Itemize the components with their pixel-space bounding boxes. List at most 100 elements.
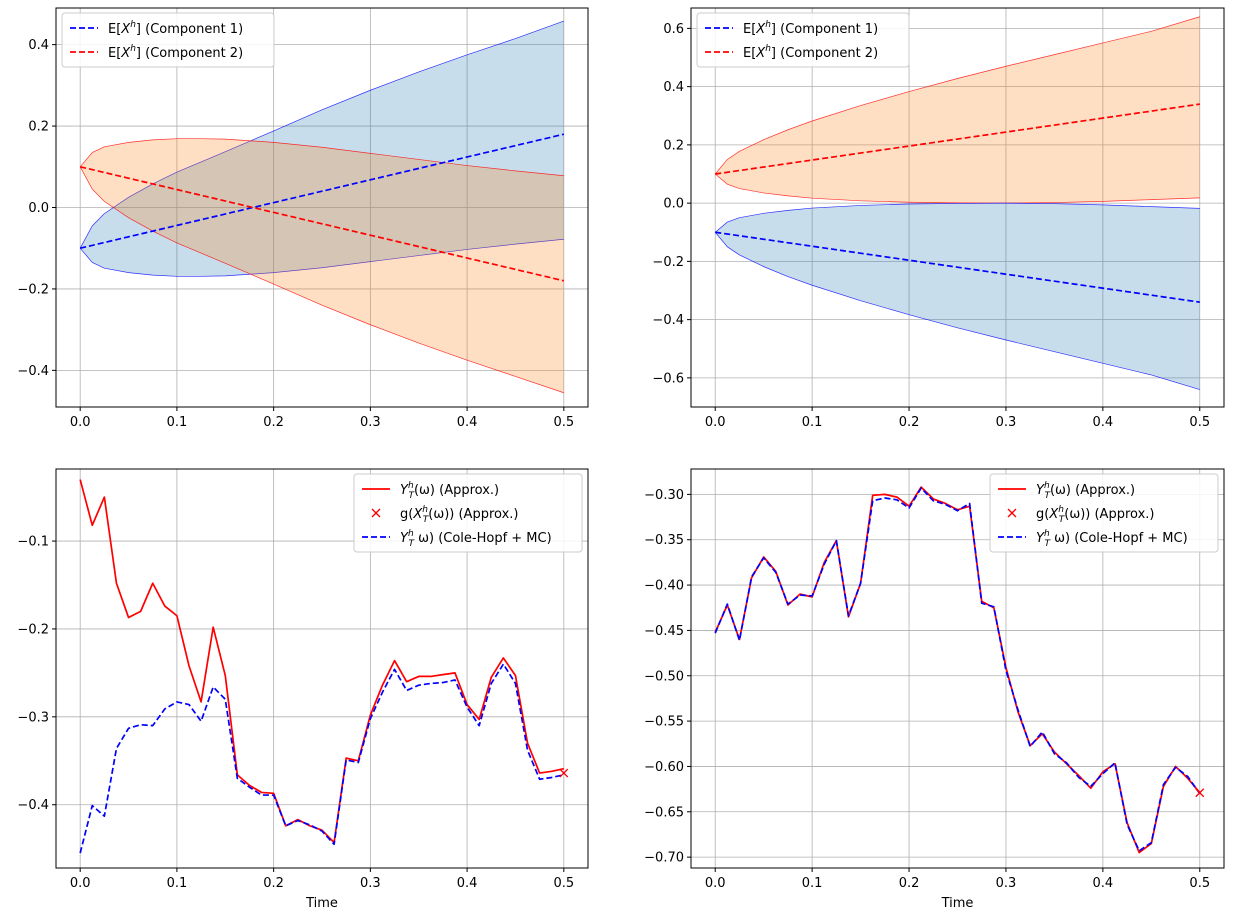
y-tick-label: −0.50 xyxy=(644,669,684,684)
y-tick-label: −0.4 xyxy=(652,313,684,328)
legend-x-marker xyxy=(371,508,381,518)
band-lower-edge xyxy=(79,238,564,277)
x-tick-label: 0.2 xyxy=(899,876,920,891)
x-tick-label: 0.2 xyxy=(899,415,920,430)
legend-label: Yh T(ω) (Approx.) xyxy=(400,481,499,501)
x-axis-label: Time xyxy=(305,896,338,911)
legend-label: Yh T ω) (Cole-Hopf + MC) xyxy=(1036,529,1188,549)
y-tick-label: 0.6 xyxy=(663,22,684,37)
x-tick-label: 0.1 xyxy=(167,415,188,430)
band-upper-edge xyxy=(715,202,1200,233)
y-tick-label: −0.2 xyxy=(652,255,684,270)
band-upper-edge xyxy=(79,138,564,177)
legend-label: Yh T ω) (Cole-Hopf + MC) xyxy=(400,529,552,549)
y-tick-label: 0.2 xyxy=(663,138,684,153)
x-tick-label: 0.0 xyxy=(705,415,726,430)
y-tick-label: 0.0 xyxy=(663,197,684,212)
series-line xyxy=(714,487,1201,852)
chart-top-left: 0.0 0.1 0.2 0.3 0.4 0.5 −0.4 −0.2 0.0 0.2 0.4 E[Xh]… xyxy=(17,7,589,430)
legend-label: Yh T(ω) (Approx.) xyxy=(1036,481,1135,501)
legend: Yh T(ω) (Approx.) g(Xh T(ω)) (Approx.) Yh T ω… xyxy=(989,473,1219,553)
series-line xyxy=(79,663,565,854)
y-tick-label: −0.2 xyxy=(17,622,49,637)
x-tick-label: 0.3 xyxy=(996,415,1017,430)
confidence-band xyxy=(80,21,564,277)
axes-frame xyxy=(690,468,1225,869)
x-tick-label: 0.4 xyxy=(457,415,478,430)
band-lower-edge xyxy=(79,166,564,394)
legend-frame xyxy=(696,12,910,68)
y-tick-label: −0.4 xyxy=(17,364,49,379)
x-tick-label: 0.2 xyxy=(263,415,284,430)
x-axis-label: Time xyxy=(941,896,974,911)
legend: E[Xh] (Component 1) E[Xh] (Component 2) xyxy=(696,12,910,68)
confidence-band xyxy=(80,138,564,393)
band-upper-edge xyxy=(79,20,564,249)
y-tick-label: −0.3 xyxy=(17,710,49,725)
y-tick-label: −0.65 xyxy=(644,805,684,820)
y-tick-label: −0.30 xyxy=(644,488,684,503)
y-tick-label: −0.60 xyxy=(644,760,684,775)
y-tick-label: −0.70 xyxy=(644,851,684,866)
y-tick-label: −0.35 xyxy=(644,533,684,548)
x-tick-label: 0.0 xyxy=(70,876,91,891)
legend-label: E[Xh] (Component 2) xyxy=(743,44,878,61)
y-tick-label: −0.4 xyxy=(17,798,49,813)
y-tick-label: −0.6 xyxy=(652,371,684,386)
x-tick-label: 0.3 xyxy=(360,415,381,430)
band-upper-edge xyxy=(714,16,1200,175)
legend-label: g(Xh T(ω)) (Approx.) xyxy=(1036,505,1154,525)
axes-frame xyxy=(690,7,1225,408)
x-tick-label: 0.5 xyxy=(1189,415,1210,430)
y-tick-label: −0.1 xyxy=(17,535,49,550)
y-tick-label: −0.40 xyxy=(644,579,684,594)
x-tick-label: 0.2 xyxy=(263,876,284,891)
legend: E[Xh] (Component 1) E[Xh] (Component 2) xyxy=(61,12,275,68)
legend-frame xyxy=(353,473,583,553)
x-tick-label: 0.3 xyxy=(360,876,381,891)
x-tick-label: 0.3 xyxy=(996,876,1017,891)
confidence-band xyxy=(715,203,1200,390)
x-marker-stroke xyxy=(559,768,569,778)
x-tick-label: 0.0 xyxy=(705,876,726,891)
x-tick-label: 0.5 xyxy=(553,415,574,430)
legend-label: g(Xh T(ω)) (Approx.) xyxy=(400,505,518,525)
x-tick-label: 0.4 xyxy=(457,876,478,891)
series-line xyxy=(715,231,1200,303)
series-line xyxy=(79,133,565,250)
chart-bottom-right: 0.0 0.1 0.2 0.3 0.4 0.5 −0.70 −0.65 −0.60 −0.55 −0… xyxy=(644,468,1225,911)
y-tick-label: 0.4 xyxy=(28,38,49,53)
x-marker xyxy=(1195,788,1205,798)
legend: Yh T(ω) (Approx.) g(Xh T(ω)) (Approx.) Yh T ω… xyxy=(353,473,583,553)
x-marker-stroke xyxy=(1195,788,1205,798)
x-tick-label: 0.5 xyxy=(1189,876,1210,891)
x-tick-label: 0.1 xyxy=(802,876,823,891)
x-tick-label: 0.4 xyxy=(1093,415,1114,430)
y-tick-label: 0.0 xyxy=(28,201,49,216)
legend-label: E[Xh] (Component 1) xyxy=(108,20,243,37)
series-line xyxy=(715,103,1200,175)
axes-frame xyxy=(55,468,589,869)
x-marker xyxy=(559,768,569,778)
y-tick-label: 0.4 xyxy=(663,80,684,95)
x-tick-label: 0.5 xyxy=(553,876,574,891)
legend-frame xyxy=(989,473,1219,553)
y-tick-label: −0.45 xyxy=(644,624,684,639)
band-lower-edge xyxy=(714,232,1200,390)
chart-top-right: 0.0 0.1 0.2 0.3 0.4 0.5 −0.6 −0.4 −0.2 0.0 0.2 0.4 0… xyxy=(652,7,1225,430)
legend-x-marker xyxy=(1007,508,1017,518)
legend-frame xyxy=(61,12,275,68)
y-tick-label: −0.2 xyxy=(17,282,49,297)
x-tick-label: 0.1 xyxy=(802,415,823,430)
chart-bottom-left: 0.0 0.1 0.2 0.3 0.4 0.5 −0.4 −0.3 −0.2 −0.1 Time Yh… xyxy=(17,468,589,911)
x-tick-label: 0.1 xyxy=(167,876,188,891)
band-lower-edge xyxy=(715,173,1200,204)
y-tick-label: 0.2 xyxy=(28,120,49,135)
y-tick-label: −0.55 xyxy=(644,715,684,730)
legend-label: E[Xh] (Component 1) xyxy=(743,20,878,37)
x-tick-label: 0.0 xyxy=(70,415,91,430)
series-line xyxy=(79,165,565,282)
legend-label: E[Xh] (Component 2) xyxy=(108,44,243,61)
x-tick-label: 0.4 xyxy=(1093,876,1114,891)
